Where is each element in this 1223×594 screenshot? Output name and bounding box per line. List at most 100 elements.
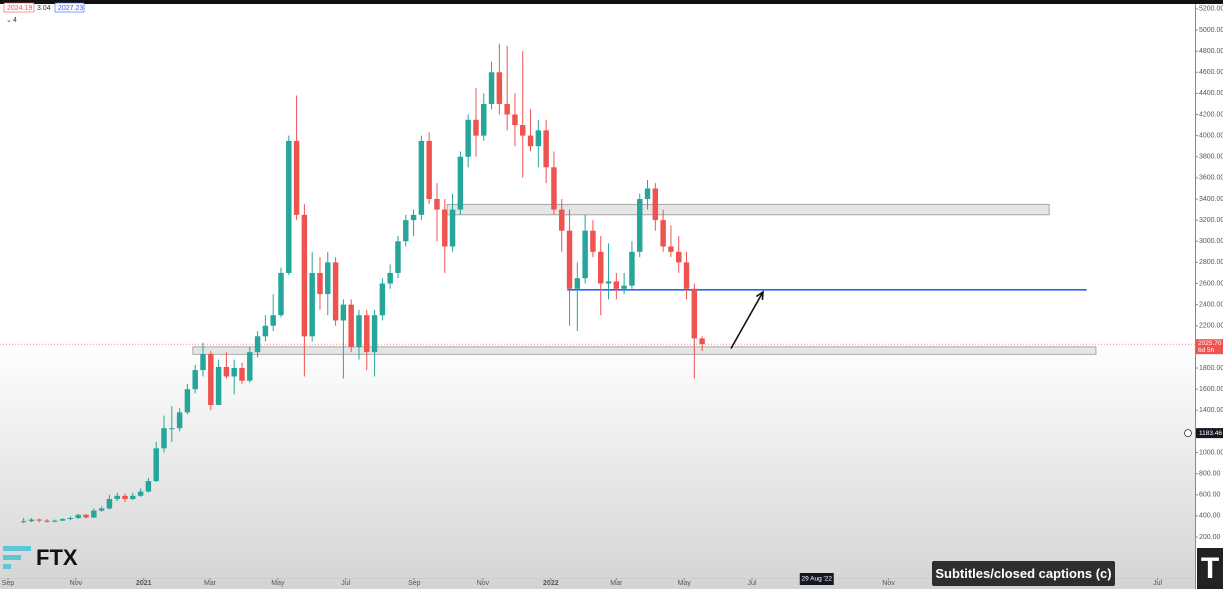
y-tick-label: 4400.00 — [1199, 90, 1223, 97]
zone — [446, 203, 1050, 216]
candle-body — [309, 272, 315, 337]
candle-body — [488, 72, 495, 104]
plot-background — [0, 0, 1195, 589]
candle-body — [590, 230, 596, 252]
y-tick-label: 600.00 — [1199, 492, 1221, 499]
legend-value: 2027.23 — [58, 5, 83, 12]
candle-body — [122, 495, 128, 499]
candle-body — [286, 140, 292, 273]
y-tick-label: 800.00 — [1199, 470, 1221, 477]
logo-bar — [3, 555, 21, 560]
y-tick-label: 1800.00 — [1199, 365, 1223, 372]
y-tick-label: 4800.00 — [1199, 48, 1223, 55]
y-tick-label: 1400.00 — [1199, 407, 1223, 414]
x-tick-label: Sep — [2, 580, 15, 587]
x-tick-label: Mar — [204, 580, 217, 587]
candle-body — [496, 72, 503, 104]
candle-body — [301, 214, 308, 337]
candle-body — [145, 481, 152, 492]
last-price-box — [1196, 339, 1223, 355]
candle-body — [395, 241, 401, 273]
indicator-toggle[interactable]: ⌄ — [6, 17, 12, 24]
x-tick-label: Mar — [610, 580, 623, 587]
candle-body — [114, 495, 120, 499]
candle-body — [36, 519, 42, 521]
x-tick-label: Jul — [341, 580, 350, 587]
candle-body — [410, 214, 417, 221]
candle-body — [184, 389, 191, 413]
candle-body — [605, 281, 612, 284]
candle-body — [621, 285, 627, 289]
candle-body — [598, 251, 604, 284]
candle-body — [254, 336, 261, 353]
legend-value: 2024.19 — [7, 5, 32, 12]
y-tick-label: 1600.00 — [1199, 386, 1223, 393]
candle-body — [418, 140, 425, 215]
candle-body — [340, 304, 347, 321]
candle-body — [535, 130, 542, 147]
channel-logo[interactable]: T — [1197, 548, 1223, 589]
candle-body — [192, 370, 198, 390]
candle-body — [629, 251, 635, 286]
x-tick-label: Jul — [1153, 580, 1162, 587]
y-tick-label: 200.00 — [1199, 534, 1221, 541]
candle-body — [317, 272, 323, 295]
indicator-count[interactable]: 4 — [13, 17, 17, 24]
candle-body — [683, 262, 690, 289]
candle-body — [215, 366, 222, 405]
candle-body — [691, 288, 698, 339]
candle-body — [574, 278, 581, 289]
y-tick-label: 2800.00 — [1199, 259, 1223, 266]
candle-body — [91, 510, 97, 518]
x-tick-label: May — [271, 580, 285, 587]
candle-body — [223, 366, 230, 377]
candle-body — [59, 519, 66, 521]
candle-body — [434, 199, 440, 210]
legend-value: 3.04 — [37, 5, 51, 12]
candle-body — [83, 514, 89, 518]
candle-body — [644, 188, 651, 200]
y-tick-label: 2600.00 — [1199, 280, 1223, 287]
countdown-label: 6d 5h — [1198, 347, 1215, 354]
candle-body — [582, 230, 588, 279]
candle-body — [200, 354, 206, 371]
x-tick-label: 2021 — [136, 580, 152, 587]
candle-body — [231, 368, 237, 377]
candle-body — [426, 140, 432, 200]
logo-text: FTX — [36, 545, 78, 570]
legend-box — [54, 2, 85, 13]
candle-body — [247, 352, 253, 381]
crosshair-x-label: 29 Aug '22 — [801, 576, 832, 583]
candle-body — [293, 140, 300, 215]
y-tick-label: 4000.00 — [1199, 132, 1223, 139]
candle-body — [153, 448, 159, 482]
candle-body — [278, 272, 284, 316]
candle-body — [387, 272, 393, 284]
candle-body — [52, 520, 58, 522]
candle-body — [348, 304, 354, 347]
candle-body — [473, 119, 479, 136]
y-tick-label: 2400.00 — [1199, 301, 1223, 308]
y-tick-label: 1000.00 — [1199, 449, 1223, 456]
y-tick-label: 5000.00 — [1199, 27, 1223, 34]
x-tick-label: May — [678, 580, 692, 587]
candle-body — [332, 262, 339, 321]
arrow-line — [730, 291, 764, 349]
logo-bar — [3, 546, 31, 551]
candle-body — [130, 495, 136, 499]
x-tick-label: Sep — [408, 580, 421, 587]
candle-body — [176, 412, 183, 429]
y-tick-label: 3400.00 — [1199, 196, 1223, 203]
candle-body — [527, 135, 534, 147]
candle-body — [504, 103, 510, 115]
y-tick-label: 3200.00 — [1199, 217, 1223, 224]
candle-body — [637, 199, 643, 252]
candle-body — [67, 518, 74, 520]
candle-body — [551, 167, 557, 210]
candle-body — [270, 315, 276, 326]
candle-body — [239, 368, 245, 381]
candle-body — [512, 114, 518, 126]
candle-body — [543, 130, 549, 168]
